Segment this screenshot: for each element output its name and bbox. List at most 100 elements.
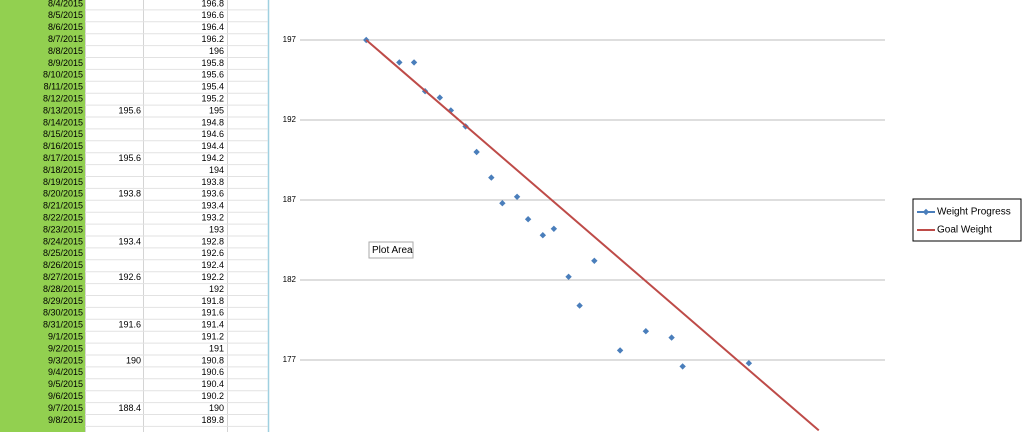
point <box>488 174 495 181</box>
point <box>473 148 480 156</box>
value-cell: 193.2 <box>201 213 224 223</box>
chart-area <box>268 0 1024 432</box>
y-tick-label: 192 <box>283 115 297 124</box>
legend-label: Weight Progress <box>937 207 1011 218</box>
value-cell: 191.8 <box>201 296 224 306</box>
value-cell: 196.6 <box>201 10 224 20</box>
point <box>539 232 547 239</box>
date-cell: 8/8/2015 <box>48 46 83 56</box>
legend-label: Goal Weight <box>937 225 992 236</box>
point <box>642 328 650 335</box>
date-cell: 8/9/2015 <box>48 58 83 68</box>
value-cell: 191.6 <box>118 320 141 330</box>
date-cell: 8/24/2015 <box>43 236 83 246</box>
value-cell: 194.4 <box>201 141 224 151</box>
value-cell: 194.8 <box>201 117 224 127</box>
goal-line <box>365 39 820 432</box>
date-cell: 9/2/2015 <box>48 343 83 353</box>
y-tick-label: 197 <box>283 35 297 44</box>
date-cell: 8/26/2015 <box>43 260 83 270</box>
value-cell: 193.8 <box>201 177 224 187</box>
value-cell: 195 <box>209 105 224 115</box>
date-cell: 8/13/2015 <box>43 105 83 115</box>
value-cell: 195.6 <box>201 70 224 80</box>
value-cell: 196.2 <box>201 34 224 44</box>
value-cell: 191 <box>209 343 224 353</box>
date-cell: 8/18/2015 <box>43 165 83 175</box>
value-cell: 190.2 <box>201 391 224 401</box>
y-tick-label: 182 <box>283 275 297 284</box>
date-cell: 9/4/2015 <box>48 367 83 377</box>
point <box>679 363 686 370</box>
value-cell: 191.4 <box>201 320 224 330</box>
value-cell: 195.6 <box>118 105 141 115</box>
value-cell: 193.4 <box>118 236 141 246</box>
date-cell: 8/27/2015 <box>43 272 83 282</box>
y-tick-label: 187 <box>283 195 297 204</box>
value-cell: 194 <box>209 165 224 175</box>
value-cell: 192.4 <box>201 260 224 270</box>
date-cell: 8/17/2015 <box>43 153 83 163</box>
value-cell: 190.4 <box>201 379 224 389</box>
date-cell: 8/16/2015 <box>43 141 83 151</box>
value-cell: 190 <box>126 355 141 365</box>
legend-marker <box>922 208 930 216</box>
point <box>576 302 583 309</box>
value-cell: 189.8 <box>201 415 224 425</box>
point <box>591 257 598 264</box>
date-cell: 8/7/2015 <box>48 34 83 44</box>
date-cell: 8/23/2015 <box>43 224 83 234</box>
value-cell: 191.6 <box>201 308 224 318</box>
value-cell: 195.2 <box>201 94 224 104</box>
date-cell: 8/22/2015 <box>43 213 83 223</box>
date-cell: 9/1/2015 <box>48 332 83 342</box>
point <box>550 225 558 232</box>
point <box>565 273 572 280</box>
value-cell: 191.2 <box>201 332 224 342</box>
date-cell: 8/5/2015 <box>48 10 83 20</box>
value-cell: 192.6 <box>201 248 224 258</box>
point <box>499 200 506 207</box>
value-cell: 195.4 <box>201 82 224 92</box>
legend-box <box>912 198 1022 242</box>
y-tick-label: 177 <box>283 355 297 364</box>
value-cell: 196 <box>209 46 224 56</box>
point <box>513 193 521 200</box>
date-cell: 9/3/2015 <box>48 355 83 365</box>
value-cell: 193.8 <box>118 189 141 199</box>
value-cell: 193.4 <box>201 201 224 211</box>
value-cell: 188.4 <box>118 403 141 413</box>
date-cell: 8/11/2015 <box>44 82 83 92</box>
date-cell: 8/29/2015 <box>43 296 83 306</box>
point <box>396 59 403 66</box>
value-cell: 195.6 <box>118 153 141 163</box>
tooltip: Plot Area <box>372 245 413 256</box>
tooltip-box <box>368 241 414 259</box>
value-cell: 192 <box>209 284 224 294</box>
value-cell: 190.8 <box>201 355 224 365</box>
date-column <box>0 0 85 432</box>
value-cell: 190 <box>209 403 224 413</box>
value-cell: 196.8 <box>201 0 224 8</box>
point <box>668 334 675 341</box>
date-cell: 8/30/2015 <box>43 308 83 318</box>
date-cell: 8/31/2015 <box>43 320 83 330</box>
value-cell: 196.4 <box>201 22 224 32</box>
date-cell: 8/19/2015 <box>43 177 83 187</box>
value-cell: 190.6 <box>201 367 224 377</box>
date-cell: 9/7/2015 <box>48 403 83 413</box>
date-cell: 8/21/2015 <box>43 201 83 211</box>
date-cell: 9/8/2015 <box>48 415 83 425</box>
date-cell: 9/5/2015 <box>48 379 83 389</box>
date-cell: 8/6/2015 <box>48 22 83 32</box>
value-cell: 192.6 <box>118 272 141 282</box>
value-cell: 192.8 <box>201 236 224 246</box>
value-cell: 192.2 <box>201 272 224 282</box>
date-cell: 8/20/2015 <box>43 189 83 199</box>
date-cell: 8/12/2015 <box>43 94 83 104</box>
value-cell: 193.6 <box>201 189 224 199</box>
point <box>524 216 532 223</box>
date-cell: 9/6/2015 <box>48 391 83 401</box>
date-cell: 8/15/2015 <box>43 129 83 139</box>
